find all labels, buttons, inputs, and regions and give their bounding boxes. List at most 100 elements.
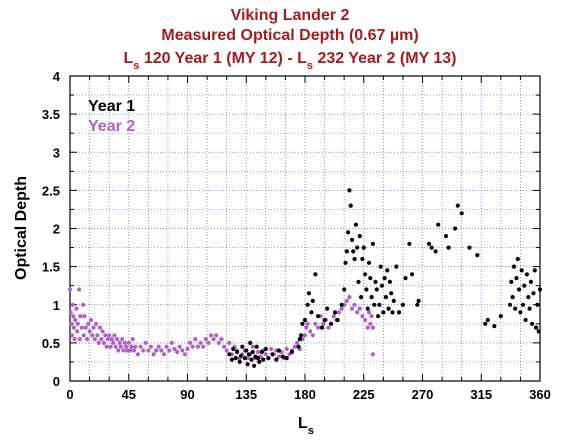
y-tick-label: 1.5 [42, 260, 60, 275]
year2-point [103, 333, 108, 338]
year2-point [95, 333, 100, 338]
year2-point [112, 333, 117, 338]
year1-point [259, 349, 264, 355]
year2-point [67, 287, 73, 292]
year2-point [167, 348, 172, 353]
year1-point [353, 222, 358, 227]
year1-point [238, 353, 244, 358]
year1-point [349, 237, 355, 242]
year1-point [235, 349, 240, 355]
year1-point [257, 359, 262, 364]
year2-point [370, 352, 375, 357]
year2-point [77, 337, 82, 342]
year1-point [347, 188, 352, 193]
year2-point [206, 340, 211, 345]
year2-point [116, 348, 121, 353]
x-tick-label: 225 [353, 387, 375, 402]
year2-point [122, 340, 127, 345]
year2-point [284, 346, 289, 352]
year1-point [254, 344, 259, 349]
year2-point [74, 306, 79, 311]
year2-point [208, 333, 214, 338]
year2-point [128, 348, 133, 353]
year1-point [233, 356, 238, 361]
year2-point [366, 310, 372, 315]
year1-point [355, 245, 360, 250]
year2-point [177, 344, 182, 349]
year1-point [250, 349, 255, 355]
year1-point [270, 352, 275, 357]
year2-point [305, 321, 310, 326]
year2-point [336, 310, 341, 315]
year1-point [313, 272, 318, 277]
x-tick-label: 315 [470, 387, 492, 402]
y-tick-label: 1 [53, 298, 60, 313]
year2-point [79, 325, 84, 330]
y-tick-label: 3.5 [42, 107, 60, 122]
year2-point [269, 346, 274, 352]
year2-point [321, 321, 326, 326]
chart-title-line1: Viking Lander 2 [231, 7, 350, 24]
year1-point [352, 256, 357, 262]
year2-point [172, 346, 177, 352]
year1-point [376, 314, 381, 319]
data-points [67, 188, 543, 368]
year1-point [299, 333, 304, 338]
year1-point [231, 346, 236, 352]
year2-point [326, 325, 331, 330]
year1-point [410, 272, 415, 277]
year2-point [83, 325, 88, 330]
x-tick-label: 135 [235, 387, 257, 402]
year1-point [483, 321, 488, 326]
year1-point [509, 279, 514, 284]
year2-point [124, 344, 129, 349]
year2-point [310, 333, 315, 338]
year2-point [159, 348, 164, 353]
year2-point [355, 310, 360, 315]
year2-point [276, 354, 281, 359]
year1-point [227, 352, 232, 357]
year2-point [175, 349, 180, 355]
year2-point [101, 340, 106, 345]
year1-point [346, 230, 351, 235]
year1-point [535, 302, 540, 307]
year1-point [319, 325, 325, 330]
year1-point [453, 226, 458, 231]
year1-point [416, 298, 421, 303]
year1-point [387, 279, 392, 284]
year2-point [81, 333, 86, 338]
year1-point [383, 295, 388, 300]
year1-point [433, 249, 438, 254]
year2-point [164, 344, 169, 349]
year2-point [216, 340, 221, 345]
year1-point [534, 325, 539, 330]
year1-point [261, 357, 266, 362]
year1-point [280, 354, 285, 359]
year1-point [309, 310, 314, 315]
year1-point [436, 222, 441, 227]
year1-point [237, 359, 242, 364]
year2-point [87, 329, 92, 334]
year1-point [391, 298, 396, 303]
title-middle-text: 120 Year 1 (MY 12) - L [139, 50, 307, 67]
year2-point [195, 344, 200, 349]
chart-title-line3: Ls 120 Year 1 (MY 12) - Ls 232 Year 2 (M… [123, 50, 456, 72]
x-tick-labels: 0 45 90 135 180 225 270 315 360 [66, 387, 550, 402]
year2-point [86, 321, 91, 326]
year1-point [394, 264, 399, 269]
year1-point [396, 310, 402, 315]
year1-point [459, 211, 464, 216]
title-l2-subscript: s [307, 60, 313, 72]
year1-point [455, 203, 460, 208]
year1-point [518, 310, 523, 315]
year1-point [363, 272, 368, 277]
year1-point [426, 241, 432, 246]
year2-point [180, 348, 185, 353]
year1-point [537, 287, 543, 292]
year1-point [528, 279, 534, 284]
year1-point [370, 241, 375, 246]
year2-point [188, 340, 193, 345]
year1-point [284, 356, 289, 361]
year2-point [365, 325, 370, 330]
year2-point [68, 310, 73, 315]
